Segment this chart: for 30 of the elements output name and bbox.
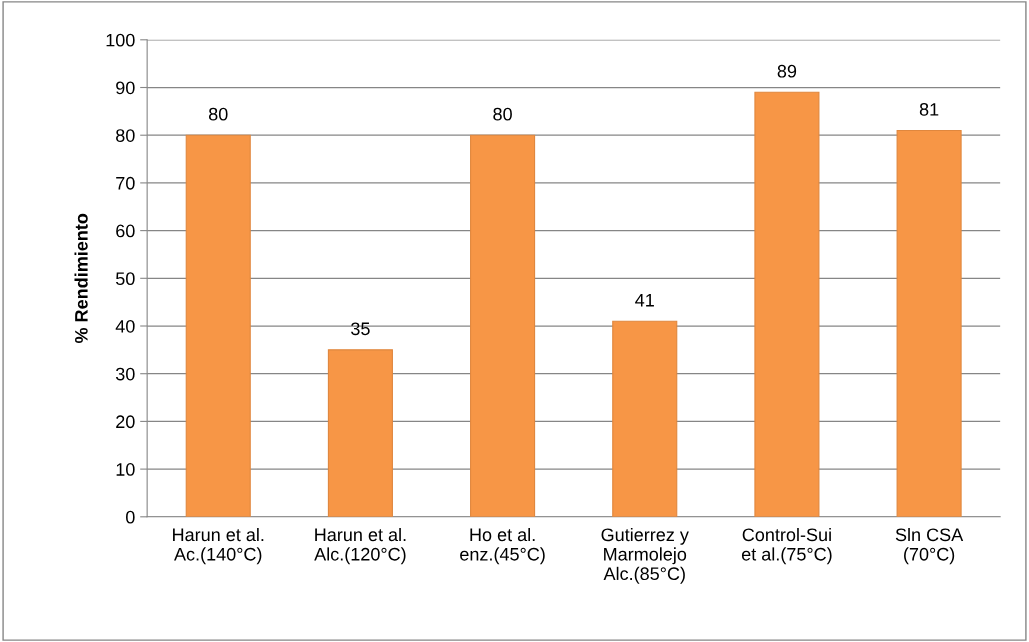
- y-axis-title: % Rendimiento: [74, 213, 88, 344]
- bar: [612, 320, 678, 517]
- y-tick-label: 30: [115, 367, 135, 381]
- y-tick-label: 70: [116, 176, 135, 190]
- bar: [754, 91, 820, 517]
- y-tick-label: 50: [115, 272, 135, 286]
- y-tick-label: 80: [116, 129, 135, 142]
- data-label: 80: [493, 107, 512, 121]
- y-tick-label: 40: [115, 319, 135, 333]
- data-label: 35: [351, 322, 370, 336]
- y-tick-label: 90: [116, 81, 135, 95]
- bar: [327, 349, 393, 517]
- y-tick-label: 100: [106, 33, 135, 47]
- x-tick-label: Gutierrez y Marmolejo Alc.(85°C): [601, 527, 689, 584]
- x-tick-label: Harun et al. Ac.(140°C): [173, 527, 264, 565]
- bar: [185, 134, 251, 517]
- data-label: 81: [919, 102, 939, 116]
- x-tick-label: Control-Sui et al.(75°C): [741, 527, 832, 565]
- y-tick-label: 0: [126, 510, 135, 524]
- bar: [470, 134, 536, 517]
- y-tick-label: 60: [116, 224, 135, 238]
- y-tick-label: 10: [116, 463, 135, 476]
- data-label: 41: [635, 293, 654, 307]
- bar: [896, 129, 962, 517]
- x-tick-label: Harun et al. Alc.(120°C): [314, 527, 406, 565]
- data-label: 80: [208, 107, 228, 121]
- x-tick-label: Sln CSA (70°C): [895, 527, 964, 565]
- data-label: 89: [777, 64, 797, 78]
- x-tick-label: Ho et al. enz.(45°C): [460, 527, 545, 565]
- y-tick-label: 20: [116, 415, 135, 429]
